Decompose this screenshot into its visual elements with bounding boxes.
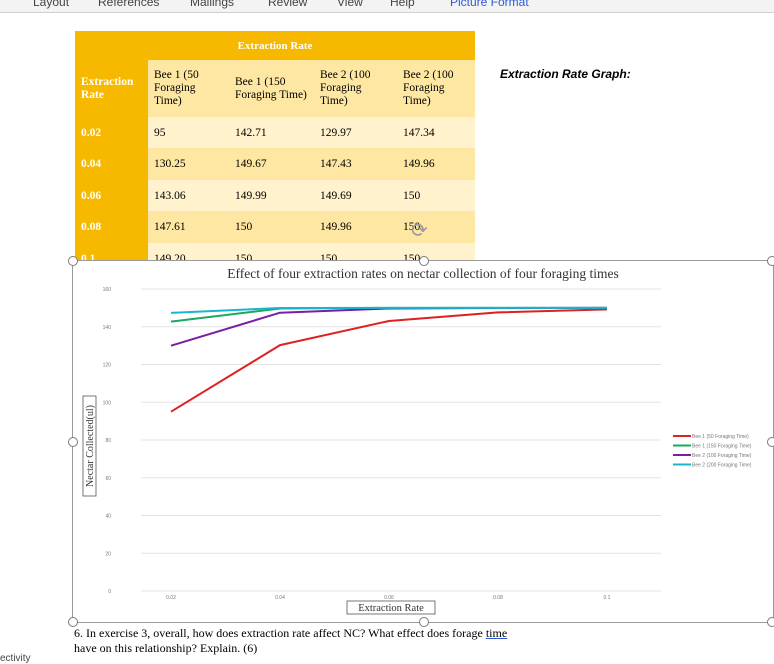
table-cell: 95: [148, 117, 229, 148]
question-line2: have on this relationship? Explain. (6): [74, 641, 258, 655]
row-label: 0.06: [75, 180, 148, 211]
header-extraction-rate: Extraction Rate: [75, 60, 148, 117]
legend-entry: Bee 1 (50 Foraging Time): [692, 434, 749, 440]
table-cell: 147.61: [148, 211, 229, 243]
table-row: 0.08 147.61 150 149.96 150: [75, 211, 475, 243]
table-cell: 150: [397, 211, 475, 243]
table-row: 0.02 95 142.71 129.97 147.34: [75, 117, 475, 148]
resize-handle-bottom-right[interactable]: [767, 617, 774, 627]
chart-picture[interactable]: Effect of four extraction rates on necta…: [72, 260, 774, 623]
table-cell: 150: [229, 211, 314, 243]
status-text: ectivity: [0, 653, 31, 664]
resize-handle-top-left[interactable]: [68, 256, 78, 266]
header-bee2-100b: Bee 2 (100 Foraging Time): [397, 60, 475, 117]
table-title: Extraction Rate: [75, 31, 475, 60]
table-cell: 149.96: [314, 211, 397, 243]
x-tick-label: 0.02: [166, 595, 176, 601]
header-bee2-100a: Bee 2 (100 Foraging Time): [314, 60, 397, 117]
table-cell: 142.71: [229, 117, 314, 148]
question-underlined-word: time: [485, 626, 508, 640]
y-tick-label: 140: [103, 325, 112, 331]
ribbon-tab-review[interactable]: Review: [268, 0, 308, 9]
row-label: 0.04: [75, 148, 148, 180]
table-cell: 147.34: [397, 117, 475, 148]
y-tick-label: 160: [103, 287, 112, 293]
rotate-handle-icon[interactable]: ⟳: [411, 218, 428, 242]
x-tick-label: 0.1: [604, 595, 611, 601]
table-cell: 149.67: [229, 148, 314, 180]
table-cell: 150: [397, 180, 475, 211]
y-tick-label: 100: [103, 400, 112, 406]
y-axis-label-box: [82, 395, 97, 497]
x-tick-label: 0.08: [493, 595, 503, 601]
table-cell: 130.25: [148, 148, 229, 180]
table-cell: 149.96: [397, 148, 475, 180]
resize-handle-bottom-middle[interactable]: [419, 617, 429, 627]
table-cell: 143.06: [148, 180, 229, 211]
x-axis-label: Extraction Rate: [358, 603, 424, 614]
ribbon-tabs: Layout References Mailings Review View H…: [0, 0, 774, 13]
resize-handle-middle-right[interactable]: [767, 437, 774, 447]
resize-handle-top-middle[interactable]: [419, 256, 429, 266]
y-tick-label: 40: [105, 514, 111, 520]
legend-entry: Bee 1 (150 Foraging Time): [692, 443, 752, 449]
x-axis-label-box: [346, 600, 436, 615]
legend-entry: Bee 2 (200 Foraging Time): [692, 462, 752, 468]
question-text: 6. In exercise 3, overall, how does extr…: [74, 626, 594, 656]
resize-handle-middle-left[interactable]: [68, 437, 78, 447]
series-line-4: [170, 306, 607, 314]
ribbon-tab-help[interactable]: Help: [390, 0, 415, 9]
table-row: 0.04 130.25 149.67 147.43 149.96: [75, 148, 475, 180]
row-label: 0.02: [75, 117, 148, 148]
x-tick-label: 0.06: [384, 595, 394, 601]
ribbon-tab-view[interactable]: View: [337, 0, 363, 9]
header-bee1-50: Bee 1 (50 Foraging Time): [148, 60, 229, 117]
table-cell: 149.99: [229, 180, 314, 211]
question-line1: 6. In exercise 3, overall, how does extr…: [74, 626, 486, 640]
x-tick-label: 0.04: [275, 595, 285, 601]
ribbon-tab-mailings[interactable]: Mailings: [190, 0, 235, 9]
row-label: 0.08: [75, 211, 148, 243]
ribbon-tab-references[interactable]: References: [98, 0, 160, 9]
table-cell: 129.97: [314, 117, 397, 148]
table-cell: 149.69: [314, 180, 397, 211]
y-axis-label: Nectar Collected(ul): [85, 405, 96, 487]
y-tick-label: 120: [103, 363, 112, 369]
y-tick-label: 80: [105, 438, 111, 444]
legend-entry: Bee 2 (100 Foraging Time): [692, 453, 752, 459]
document-page: Extraction Rate Extraction Rate Bee 1 (5…: [0, 13, 774, 664]
table-cell: 147.43: [314, 148, 397, 180]
chart-title: Effect of four extraction rates on necta…: [227, 266, 618, 281]
line-chart: Effect of four extraction rates on necta…: [82, 266, 752, 615]
series-line-1: [170, 308, 608, 413]
resize-handle-bottom-left[interactable]: [68, 617, 78, 627]
header-bee1-150: Bee 1 (150 Foraging Time): [229, 60, 314, 117]
y-tick-label: 0: [108, 589, 111, 595]
ribbon-tab-picture-format[interactable]: Picture Format: [450, 0, 529, 9]
table-row: 0.06 143.06 149.99 149.69 150: [75, 180, 475, 211]
y-tick-label: 20: [105, 551, 111, 557]
graph-label: Extraction Rate Graph:: [500, 67, 631, 81]
y-tick-label: 60: [105, 476, 111, 482]
resize-handle-top-right[interactable]: [767, 256, 774, 266]
ribbon-tab-layout[interactable]: Layout: [33, 0, 70, 9]
